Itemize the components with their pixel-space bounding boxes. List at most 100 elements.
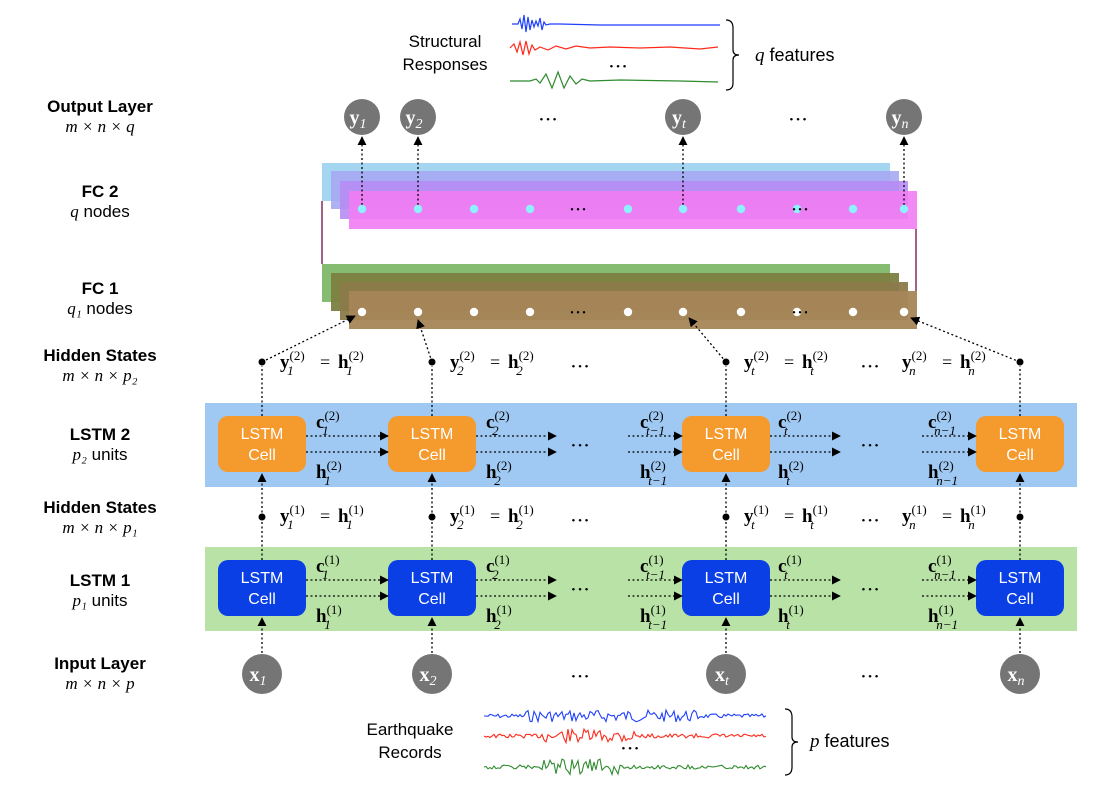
fc1-layer [322,264,917,329]
brace-top [725,19,740,91]
lstm1-cell-t-text-1: LSTM [705,570,748,587]
lstm1-c-2: c(1) 2 [486,552,510,582]
fc1-node [623,307,633,317]
lstm2-h-t−1: h(2) t−1 [640,458,667,488]
output-layer-dims: m × n × q [65,117,135,136]
lstm2-cell-n [976,416,1064,472]
lstm1-title: LSTM 1 [69,571,131,590]
lstm2-cell-2 [388,416,476,472]
fc2-node [357,204,367,214]
fc1-node [413,307,423,317]
earthquake-records-line2: Records [378,743,442,762]
lstm2-cell-t-text-1: LSTM [705,426,748,443]
lstm2-c-1: c(2) 1 [316,408,340,438]
input-node-n [1000,654,1040,694]
hidden1-eq-2: = [490,506,500,526]
lstm1-h-2: h(1) 2 [486,602,512,632]
lstm1-cell-t [682,560,770,616]
lstm1-c-t: c(1) t [778,552,802,582]
hidden2-dot [722,358,730,366]
lstm1-cell-n [976,560,1064,616]
p-features-var: p [810,731,820,752]
fc2-suffix: nodes [78,202,130,221]
hidden1-title: Hidden States [43,498,157,517]
lstm1-cell-1-text-1: LSTM [241,570,284,587]
hidden1-h-n: h(1) n [960,502,986,532]
hidden1-dims: m × n × p₁ [62,518,138,537]
lstm2-cell-t [682,416,770,472]
lstm2-cell-t-text-2: Cell [712,447,740,464]
fc2-node [736,204,746,214]
fc1-var: q₁ [67,299,82,318]
hidden1-h-1: h(1) 1 [338,502,364,532]
lstm1-band [205,547,1077,631]
hidden2-eq-2: = [490,352,500,372]
hidden2-eq-t: = [784,352,794,372]
hidden2-dot [258,358,266,366]
wave-blue [512,14,720,33]
lstm1-ellipsis-1: • • • [571,584,588,596]
fc2-node [848,204,858,214]
q-features-label: q features [755,45,835,67]
lstm2-band [205,403,1077,487]
fc2-node [899,204,909,214]
h2-to-fc1-arrow-2 [416,319,433,363]
output-node-2 [400,99,436,135]
lstm1-h-1: h(1) 1 [316,602,342,632]
hidden1-y-1: y(1) 1 [280,502,305,532]
fc1-subtitle: q₁ nodes [0,299,200,319]
wave-green [510,70,719,90]
hidden1-label: Hidden States m × n × p₁ [0,497,200,538]
hidden2-title: Hidden States [43,346,157,365]
hidden2-ellipsis-2: • • • [861,361,878,373]
hidden1-ellipsis-1: • • • [571,515,588,527]
hidden2-label: Hidden States m × n × p₂ [0,345,200,386]
brace-bottom [784,708,799,776]
hidden1-eq-n: = [942,506,952,526]
eq-waves-ellipsis: • • • [621,743,638,755]
lstm2-var: p₂ [72,445,87,464]
fc1-node [469,307,479,317]
lstm1-cell-1-text-2: Cell [248,591,276,608]
h2-to-fc1-arrow-1 [261,315,356,363]
p-features-suffix: features [819,731,890,751]
lstm1-cell-2-text-1: LSTM [411,570,454,587]
hidden1-y-n: y(1) n [902,502,927,532]
hidden2-h-1: h(2) 1 [338,348,364,378]
lstm2-subtitle: p₂ units [0,445,200,465]
hidden2-dims: m × n × p₂ [62,366,138,385]
structural-responses-waves [509,14,740,91]
lstm1-cell-t-text-2: Cell [712,591,740,608]
hidden1-eq-t: = [784,506,794,526]
input-layer-dims: m × n × p [65,674,135,693]
output-ellipsis-2: • • • [789,114,806,126]
structural-responses-line2: Responses [402,55,488,74]
fc2-subtitle: q nodes [0,202,200,222]
hidden2-y-2: y(2) 2 [450,348,475,378]
fc1-suffix: nodes [81,299,133,318]
hidden2-h-t: h(2) t [802,348,828,378]
lstm2-title: LSTM 2 [69,425,131,444]
eq-wave-blue [484,708,767,724]
lstm1-label: LSTM 1 p₁ units [0,570,200,611]
lstm1-cell-2-text-2: Cell [418,591,446,608]
h2-to-fc1-arrow-t [688,317,727,363]
fc1-node [525,307,535,317]
lstm1-h-t−1: h(1) t−1 [640,602,667,632]
input-node-t [706,654,746,694]
lstm1-cell-2 [388,560,476,616]
earthquake-records-line1: Earthquake [366,720,454,739]
h2-to-fc1-arrow-n [910,316,1021,363]
hidden2-eq-1: = [320,352,330,372]
input-layer-title: Input Layer [54,654,146,673]
fc2-node [678,204,688,214]
output-layer-label: Output Layer m × n × q [0,96,200,137]
lstm1-h-t: h(1) t [778,602,804,632]
hidden1-y-2: y(1) 2 [450,502,475,532]
fc1-node [848,307,858,317]
lstm1-h-n−1: h(1) n−1 [928,602,958,632]
fc2-node [623,204,633,214]
fc-connector [321,201,917,291]
lstm1-var: p₁ [72,591,87,610]
